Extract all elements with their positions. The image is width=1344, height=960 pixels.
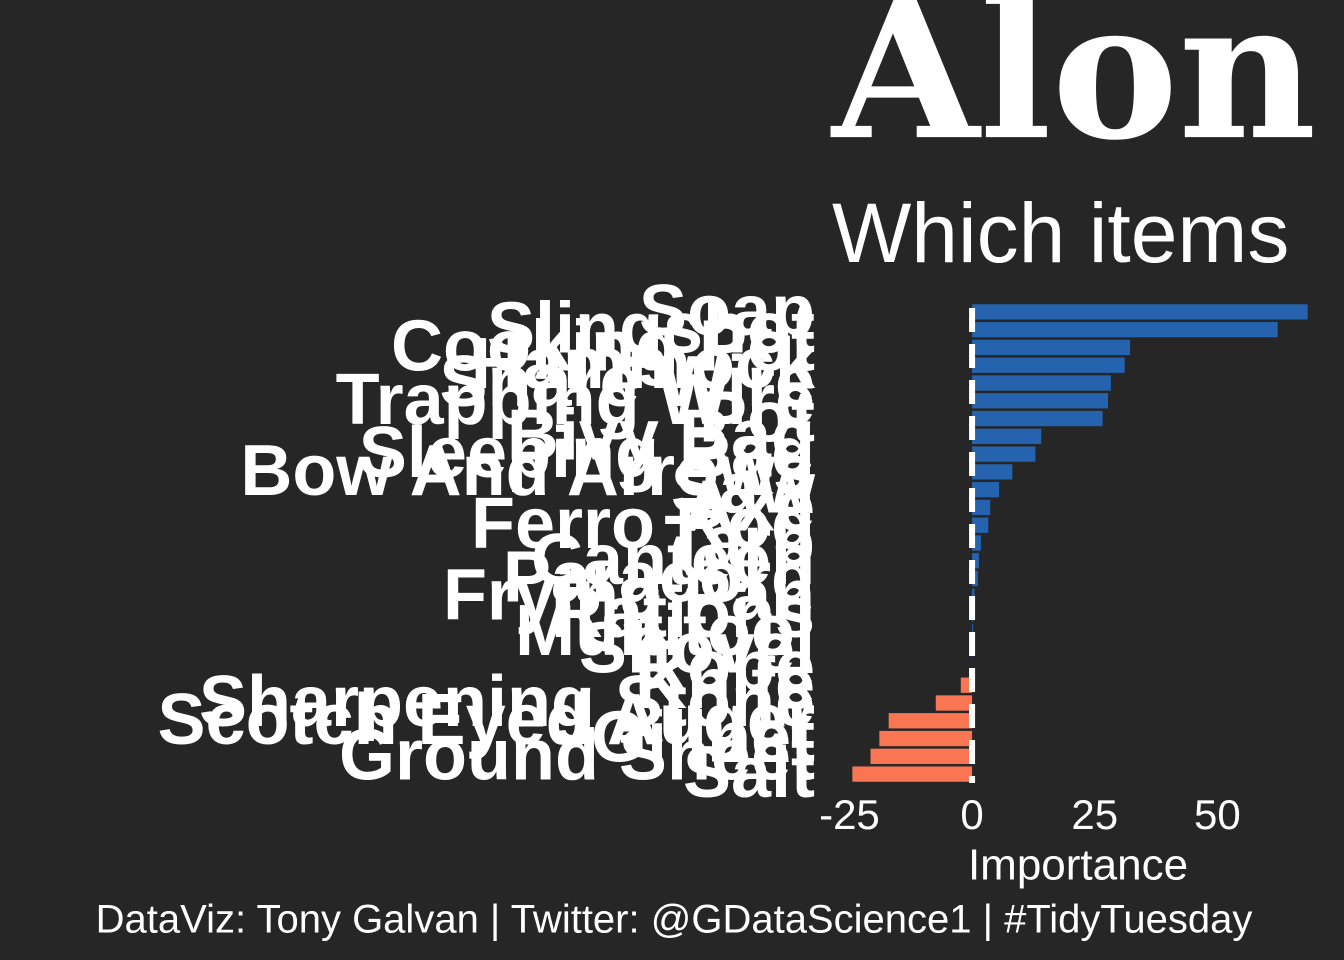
bar [972,535,981,551]
chart-title: Alon [830,0,1316,182]
y-tick-label: Soap [639,271,815,351]
y-tick-label: Snare Wire [439,342,815,422]
y-tick-label: Slingshot [487,289,815,369]
y-tick-label: Trapping Wire [336,360,815,440]
bar [972,499,991,516]
bar [972,304,1308,320]
y-tick-label: Saw [671,449,816,529]
y-tick-label: Knife [635,644,815,724]
x-tick-label: -25 [819,791,880,838]
y-tick-label: Scotch Eyed Auger [158,680,816,760]
y-tick-label: Multitool [515,591,815,671]
bar [972,428,1042,444]
y-tick-label: Cooking Pot [391,306,815,386]
y-tick-label: Sharpening Stone [199,662,815,742]
bar [972,624,974,640]
bar [972,464,1013,480]
bar [972,446,1036,462]
y-tick-label: Pot [699,378,815,458]
y-tick-label: Rations [551,573,815,653]
y-tick-label: Sleeping Bag [359,413,815,493]
bar [852,766,973,782]
x-tick-label: 0 [960,791,983,838]
bar [972,357,1125,373]
x-tick-label: 25 [1071,791,1118,838]
y-tick-label: Ferro Rod [471,484,815,564]
bar [888,713,973,729]
bar [972,322,1278,338]
y-tick-label: Frying Pan [443,555,815,635]
y-tick-label: Bivy Bag [507,395,815,475]
bar [972,553,979,569]
bar [960,677,973,693]
y-tick-label: Rope [635,626,815,706]
y-tick-label: Gillnet [591,698,815,778]
y-tick-label: Ground Sheet [339,715,815,795]
bar [935,695,973,711]
bar [972,482,1000,498]
y-tick-label: Shovel [579,609,815,689]
y-tick-label: Hammock [471,324,816,404]
bar [972,393,1108,409]
x-tick-label: 50 [1194,791,1241,838]
bar [879,730,973,747]
y-tick-label: Paracord [503,538,815,618]
bar [972,410,1103,427]
bar [870,748,973,764]
caption: DataViz: Tony Galvan | Twitter: @GDataSc… [96,898,1253,942]
x-axis-label: Importance [968,841,1188,890]
bar [972,375,1111,391]
y-tick-label: Canteen [531,520,815,600]
bar [972,339,1131,356]
y-tick-label: Tarp [664,502,815,582]
y-tick-label: Salt [683,733,815,813]
y-tick-label: Axe [683,466,815,546]
y-tick-label: Bow And Arrows [240,431,815,511]
chart-subtitle: Which items [832,186,1289,280]
bar [972,517,989,533]
